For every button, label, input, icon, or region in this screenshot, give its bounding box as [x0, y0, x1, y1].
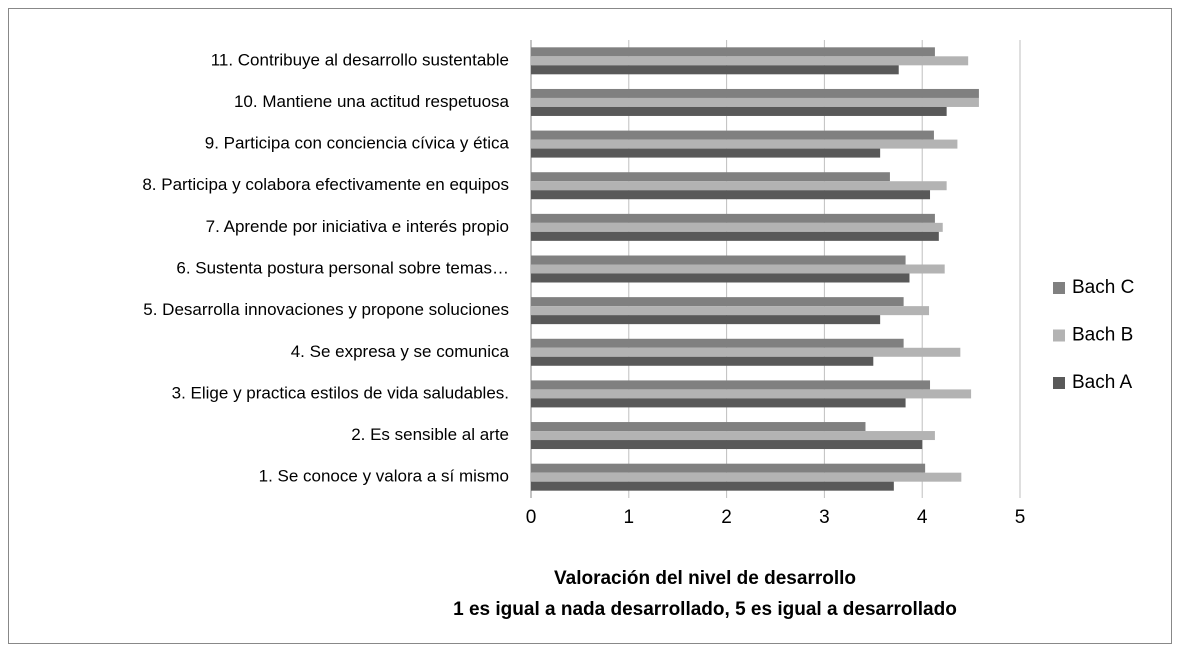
bar	[531, 130, 934, 140]
y-tick-label: 1. Se conoce y valora a sí mismo	[259, 467, 509, 486]
bar	[531, 56, 969, 66]
bar	[531, 422, 866, 432]
bar	[531, 338, 904, 348]
bar	[531, 172, 890, 182]
legend-swatch	[1053, 377, 1065, 389]
y-tick-label: 6. Sustenta postura personal sobre temas…	[176, 258, 509, 277]
legend-label: Bach A	[1072, 372, 1133, 393]
bar	[531, 213, 935, 223]
x-tick-label: 2	[721, 507, 732, 528]
y-tick-label: 4. Se expresa y se comunica	[291, 342, 510, 361]
bar	[531, 356, 874, 366]
bar	[531, 97, 979, 107]
bar	[531, 231, 939, 241]
bar	[531, 481, 894, 491]
x-tick-label: 0	[526, 507, 537, 528]
x-tick-label: 1	[624, 507, 635, 528]
bar	[531, 88, 979, 98]
y-tick-label: 2. Es sensible al arte	[351, 425, 509, 444]
bar	[531, 347, 961, 357]
legend-swatch	[1053, 329, 1065, 342]
y-tick-label: 8. Participa y colabora efectivamente en…	[142, 175, 509, 194]
bar	[531, 440, 923, 450]
bar	[531, 139, 958, 149]
x-tick-label: 4	[917, 507, 928, 528]
bar	[531, 306, 930, 316]
bar	[531, 106, 947, 116]
bar	[531, 472, 962, 482]
y-tick-label: 3. Elige y practica estilos de vida salu…	[172, 383, 509, 402]
bar	[531, 181, 947, 191]
legend-label: Bach B	[1072, 325, 1133, 346]
bar	[531, 273, 910, 283]
y-tick-label: 11. Contribuye al desarrollo sustentable	[211, 50, 509, 69]
bar	[531, 315, 881, 325]
bar	[531, 398, 906, 408]
y-tick-label: 10. Mantiene una actitud respetuosa	[234, 92, 510, 111]
bar	[531, 47, 935, 57]
bar	[531, 255, 906, 265]
y-tick-label: 9. Participa con conciencia cívica y éti…	[205, 134, 510, 153]
bar	[531, 65, 899, 75]
y-tick-label: 7. Aprende por iniciativa e interés prop…	[206, 217, 509, 236]
bar	[531, 380, 931, 390]
bar	[531, 148, 881, 158]
bar	[531, 222, 943, 232]
bar	[531, 389, 972, 399]
bar	[531, 463, 926, 473]
x-tick-label: 3	[819, 507, 830, 528]
x-axis-title: 1 es igual a nada desarrollado, 5 es igu…	[453, 599, 957, 620]
legend-swatch	[1053, 282, 1065, 294]
bar	[531, 190, 931, 200]
x-axis-title: Valoración del nivel de desarrollo	[554, 568, 856, 589]
legend-label: Bach C	[1072, 277, 1134, 298]
y-tick-label: 5. Desarrolla innovaciones y propone sol…	[143, 300, 509, 319]
bar	[531, 264, 945, 274]
bar	[531, 431, 935, 441]
bar	[531, 297, 904, 307]
x-tick-label: 5	[1015, 507, 1026, 528]
